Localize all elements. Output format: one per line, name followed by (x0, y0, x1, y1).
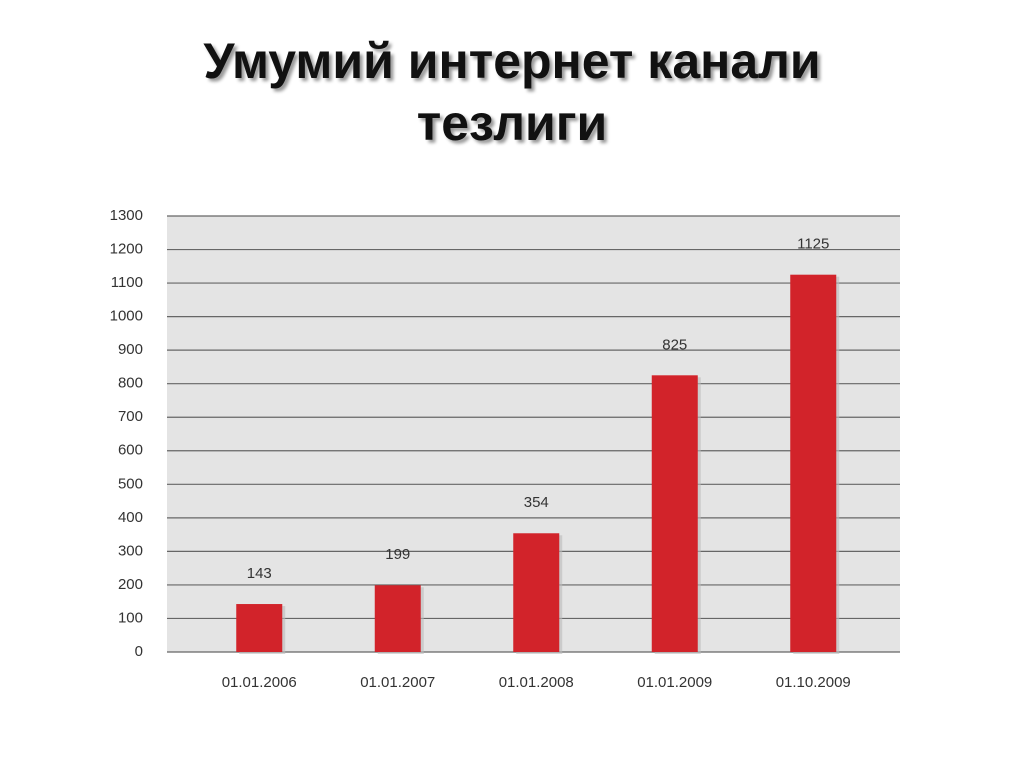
y-tick-label: 700 (118, 408, 143, 425)
bar (374, 585, 421, 652)
y-tick-label: 1100 (111, 274, 143, 291)
y-tick-label: 1300 (110, 207, 143, 224)
y-tick-label: 500 (118, 475, 143, 492)
x-tick-label: 01.10.2009 (776, 674, 851, 691)
y-tick-label: 600 (118, 442, 143, 459)
bar (651, 375, 698, 652)
y-tick-label: 1200 (110, 241, 143, 258)
bar (236, 604, 283, 652)
bar (513, 533, 560, 652)
chart-title: Умумий интернет канали тезлиги (203, 33, 821, 151)
y-tick-label: 400 (118, 509, 143, 526)
data-label: 1125 (797, 236, 829, 253)
y-tick-label: 300 (118, 542, 143, 559)
y-tick-label: 900 (118, 341, 143, 358)
bar (790, 274, 837, 652)
x-tick-label: 01.01.2007 (360, 674, 435, 691)
data-label: 825 (662, 336, 687, 353)
y-tick-label: 1000 (110, 308, 143, 325)
y-tick-label: 0 (135, 643, 143, 660)
data-label: 354 (524, 494, 549, 511)
y-tick-label: 800 (118, 375, 143, 392)
data-label: 199 (385, 546, 410, 563)
y-tick-label: 200 (118, 576, 143, 593)
y-tick-label: 100 (118, 609, 143, 626)
data-label: 143 (247, 565, 272, 582)
x-tick-label: 01.01.2009 (637, 674, 712, 691)
x-tick-label: 01.01.2008 (499, 674, 574, 691)
x-tick-label: 01.01.2006 (222, 674, 297, 691)
